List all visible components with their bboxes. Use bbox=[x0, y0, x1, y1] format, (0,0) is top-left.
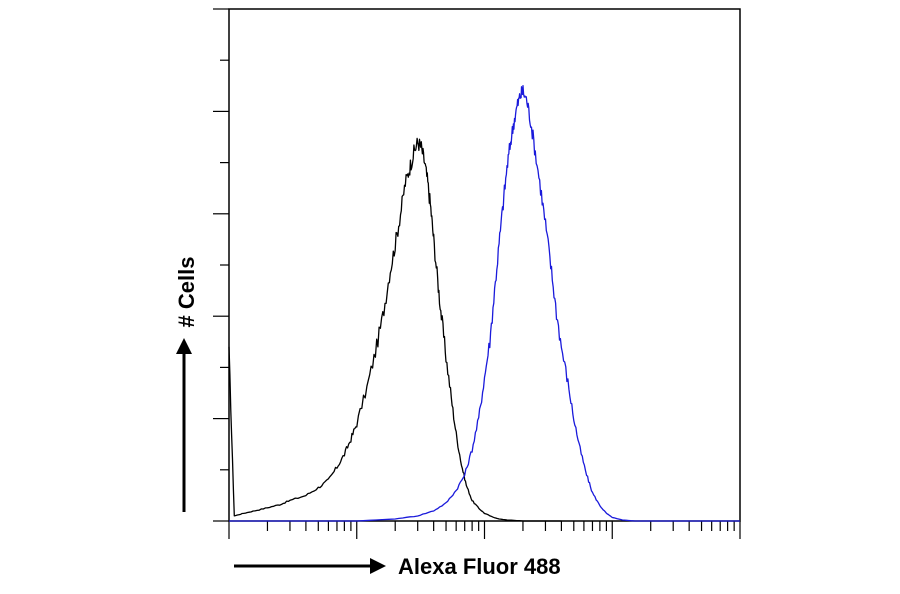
x-axis-ticks bbox=[228, 521, 741, 539]
plot-frame bbox=[228, 8, 741, 522]
series-layer bbox=[228, 84, 740, 522]
histogram-series-1 bbox=[228, 137, 562, 522]
x-axis-arrow bbox=[234, 558, 386, 574]
x-axis-label: Alexa Fluor 488 bbox=[398, 554, 561, 579]
histogram-series-2 bbox=[229, 84, 740, 522]
y-axis-ticks bbox=[213, 8, 229, 522]
y-axis-arrow bbox=[176, 338, 192, 512]
y-axis-label: # Cells bbox=[174, 257, 199, 328]
